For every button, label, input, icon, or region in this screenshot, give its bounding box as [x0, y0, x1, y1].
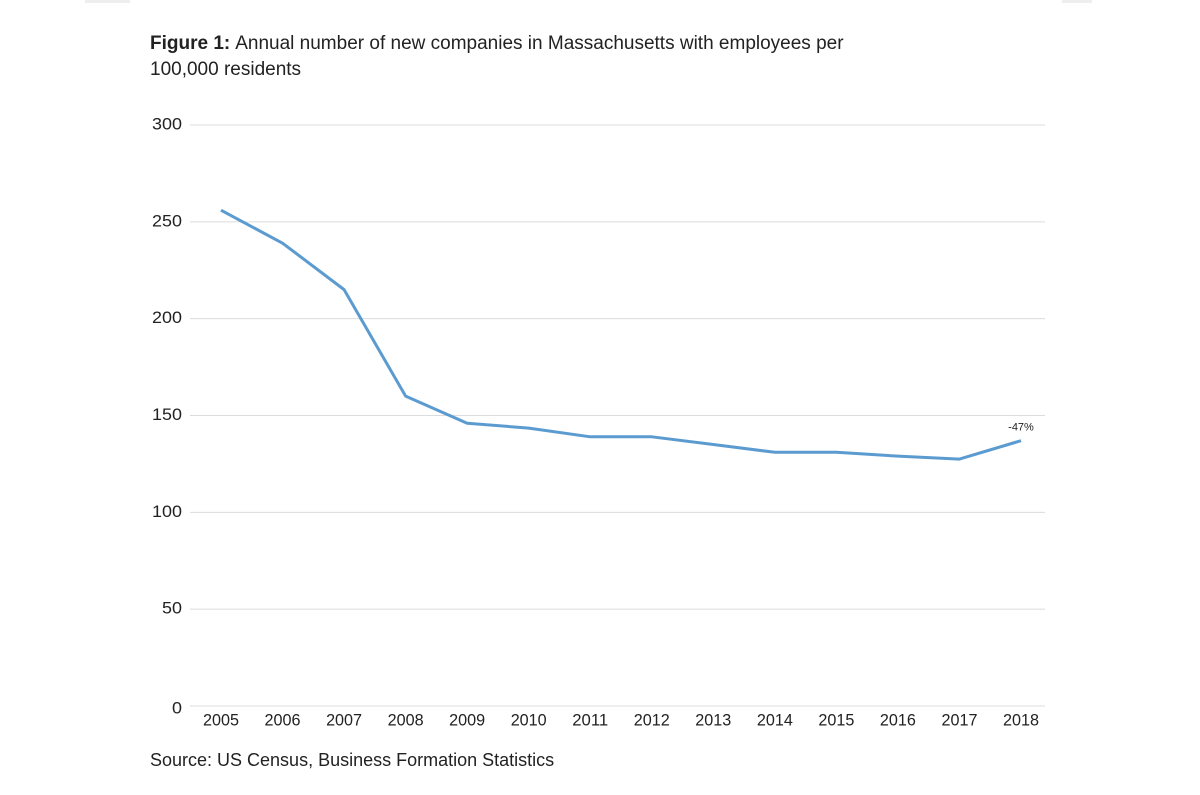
x-tick-label: 2018 [1003, 710, 1039, 729]
figure-label: Figure 1: [150, 33, 230, 54]
y-tick-label: 300 [152, 114, 182, 133]
x-tick-label: 2017 [941, 710, 977, 729]
x-tick-label: 2009 [449, 710, 485, 729]
x-tick-label: 2008 [388, 710, 424, 729]
x-tick-label: 2006 [265, 710, 301, 729]
corner-decoration [1062, 0, 1092, 3]
corner-decoration [85, 0, 130, 3]
y-tick-label: 200 [152, 308, 182, 327]
chart-title: 100,000 residents [150, 59, 301, 80]
data-line [220, 208, 1022, 461]
x-tick-label: 2010 [511, 710, 547, 729]
y-tick-label: 50 [162, 599, 182, 618]
y-tick-label: 0 [172, 698, 182, 717]
source-note: Source: US Census, Business Formation St… [150, 750, 554, 770]
title-line: Annual number of new companies in Massac… [235, 33, 844, 54]
y-tick-label: 250 [152, 211, 182, 230]
x-tick-label: 2013 [695, 710, 731, 729]
x-tick-label: 2011 [572, 710, 608, 729]
annotation: -47% [1008, 422, 1034, 434]
x-tick-label: 2005 [203, 710, 239, 729]
y-tick-label: 150 [152, 405, 182, 424]
x-tick-label: 2012 [634, 710, 670, 729]
x-tick-label: 2016 [880, 710, 916, 729]
y-tick-label: 100 [152, 502, 182, 521]
chart-title: Figure 1: Annual number of new companies … [150, 33, 844, 54]
x-tick-label: 2014 [757, 710, 793, 729]
x-tick-label: 2007 [326, 710, 362, 729]
x-tick-label: 2015 [818, 710, 854, 729]
